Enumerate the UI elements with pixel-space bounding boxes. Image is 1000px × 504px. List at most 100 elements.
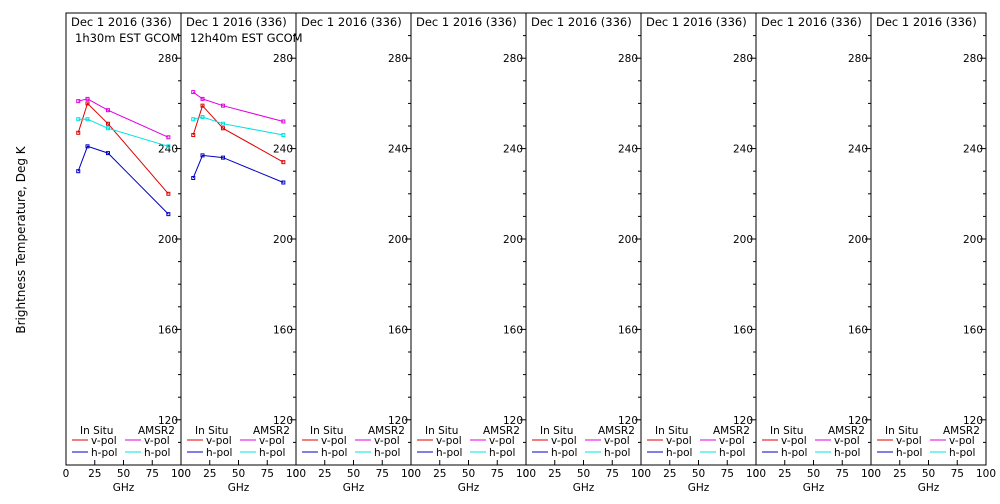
- panel-3-x-axis-label: GHz: [343, 482, 365, 494]
- panel-6-legend-in-situ-h-label: h-pol: [666, 447, 692, 459]
- panel-3-x-tick-label: 0: [293, 468, 300, 480]
- panel-7-legend-amsr2-v-label: v-pol: [834, 435, 860, 447]
- panel-2-y-tick-label: 240: [273, 144, 293, 156]
- panel-8-x-tick-label: 0: [868, 468, 875, 480]
- panel-3-legend-in-situ-v-label: v-pol: [321, 435, 347, 447]
- panel-6-x-tick-label: 0: [638, 468, 645, 480]
- panel-4-x-tick-label: 25: [433, 468, 446, 480]
- panel-1-x-tick-label: 75: [146, 468, 159, 480]
- panel-2-series-in_situ-v-line: [193, 106, 283, 163]
- panel-6-y-tick-label: 280: [733, 53, 753, 65]
- panel-2-subtitle: 12h40m EST GCOM: [190, 31, 303, 45]
- panel-1-title: Dec 1 2016 (336): [71, 15, 172, 29]
- panel-2-x-tick-label: 50: [232, 468, 245, 480]
- panel-4-y-tick-label: 160: [503, 324, 523, 336]
- panel-5-y-tick-label: 280: [618, 53, 638, 65]
- panel-5-x-tick-label: 75: [606, 468, 619, 480]
- panel-3-x-tick-label: 50: [347, 468, 360, 480]
- panel-1-x-tick-label: 50: [117, 468, 130, 480]
- panel-4-y-tick-label: 280: [503, 53, 523, 65]
- panel-7-x-tick-label: 75: [836, 468, 849, 480]
- panel-2-series-in_situ-v-point: [192, 134, 195, 137]
- panel-8-x-tick-label: 50: [922, 468, 935, 480]
- panel-6-x-tick-label: 25: [663, 468, 676, 480]
- panel-2-title: Dec 1 2016 (336): [186, 15, 287, 29]
- y-axis-title: Brightness Temperature, Deg K: [14, 145, 28, 333]
- panel-8-x-tick-label: 100: [976, 468, 996, 480]
- panel-4-y-tick-label: 240: [503, 144, 523, 156]
- panel-4-x-axis-label: GHz: [458, 482, 480, 494]
- panel-5-x-tick-label: 50: [577, 468, 590, 480]
- panel-3-legend-amsr2-h-label: h-pol: [374, 447, 400, 459]
- panel-3-y-tick-label: 160: [388, 324, 408, 336]
- panel-3-title: Dec 1 2016 (336): [301, 15, 402, 29]
- panel-3-y-tick-label: 240: [388, 144, 408, 156]
- panel-4-x-tick-label: 75: [491, 468, 504, 480]
- panel-2-x-tick-label: 0: [178, 468, 185, 480]
- panel-8-legend-amsr2-h-label: h-pol: [949, 447, 975, 459]
- panel-2-y-tick-label: 200: [273, 234, 293, 246]
- panel-1-legend-in-situ-h-label: h-pol: [91, 447, 117, 459]
- panel-5-x-tick-label: 0: [523, 468, 530, 480]
- panel-6-y-tick-label: 160: [733, 324, 753, 336]
- panel-6-title: Dec 1 2016 (336): [646, 15, 747, 29]
- panel-3-x-tick-label: 25: [318, 468, 331, 480]
- panel-2-series-amsr2-h-line: [193, 117, 283, 135]
- panel-5-y-tick-label: 240: [618, 144, 638, 156]
- panel-2-legend-amsr2-h-label: h-pol: [259, 447, 285, 459]
- panel-7-y-tick-label: 280: [848, 53, 868, 65]
- panel-4-title: Dec 1 2016 (336): [416, 15, 517, 29]
- panel-5-legend-in-situ-v-label: v-pol: [551, 435, 577, 447]
- panel-5-y-tick-label: 160: [618, 324, 638, 336]
- panel-6-x-tick-label: 50: [692, 468, 705, 480]
- panel-4-x-tick-label: 50: [462, 468, 475, 480]
- panel-2-series-amsr2-v-line: [193, 92, 283, 121]
- panel-8-x-axis-label: GHz: [918, 482, 940, 494]
- panel-5-x-axis-label: GHz: [573, 482, 595, 494]
- panel-4-y-tick-label: 200: [503, 234, 523, 246]
- panel-2-series-in_situ-h-line: [193, 155, 283, 182]
- panel-1-legend-amsr2-v-label: v-pol: [144, 435, 170, 447]
- panel-1-y-tick-label: 280: [158, 53, 178, 65]
- panel-4-legend-amsr2-h-label: h-pol: [489, 447, 515, 459]
- panel-6-y-tick-label: 240: [733, 144, 753, 156]
- panel-2-x-tick-label: 75: [261, 468, 274, 480]
- panel-7-legend-amsr2-h-label: h-pol: [834, 447, 860, 459]
- panel-1-x-axis-label: GHz: [113, 482, 135, 494]
- panel-5-legend-amsr2-v-label: v-pol: [604, 435, 630, 447]
- panel-7-x-tick-label: 50: [807, 468, 820, 480]
- panel-7-title: Dec 1 2016 (336): [761, 15, 862, 29]
- panel-8-y-tick-label: 160: [963, 324, 983, 336]
- panel-4-legend-in-situ-h-label: h-pol: [436, 447, 462, 459]
- panel-4-legend-amsr2-v-label: v-pol: [489, 435, 515, 447]
- panel-2-legend-amsr2-v-label: v-pol: [259, 435, 285, 447]
- panel-1-x-tick-label: 25: [88, 468, 101, 480]
- panel-3-x-tick-label: 75: [376, 468, 389, 480]
- panel-7-x-axis-label: GHz: [803, 482, 825, 494]
- panel-5-x-tick-label: 25: [548, 468, 561, 480]
- panel-7-y-tick-label: 160: [848, 324, 868, 336]
- panel-1-series-amsr2-v-line: [78, 99, 168, 137]
- panel-1-subtitle: 1h30m EST GCOM: [75, 31, 180, 45]
- panel-8-legend-in-situ-h-label: h-pol: [896, 447, 922, 459]
- panel-3-y-tick-label: 200: [388, 234, 408, 246]
- panel-1-series-in_situ-h-line: [78, 146, 168, 214]
- panel-7-legend-in-situ-h-label: h-pol: [781, 447, 807, 459]
- panel-1-y-tick-label: 160: [158, 324, 178, 336]
- panel-2-y-tick-label: 160: [273, 324, 293, 336]
- panel-7-legend-in-situ-v-label: v-pol: [781, 435, 807, 447]
- panel-7-x-tick-label: 0: [753, 468, 760, 480]
- panel-4-legend-in-situ-v-label: v-pol: [436, 435, 462, 447]
- panel-5-legend-in-situ-h-label: h-pol: [551, 447, 577, 459]
- panel-1-y-tick-label: 240: [158, 144, 178, 156]
- panel-6-x-axis-label: GHz: [688, 482, 710, 494]
- panel-2-legend-in-situ-v-label: v-pol: [206, 435, 232, 447]
- panel-5-title: Dec 1 2016 (336): [531, 15, 632, 29]
- panel-8-y-tick-label: 240: [963, 144, 983, 156]
- panel-6-legend-amsr2-h-label: h-pol: [719, 447, 745, 459]
- panel-6-legend-amsr2-v-label: v-pol: [719, 435, 745, 447]
- panel-8-x-tick-label: 75: [951, 468, 964, 480]
- panel-3-y-tick-label: 280: [388, 53, 408, 65]
